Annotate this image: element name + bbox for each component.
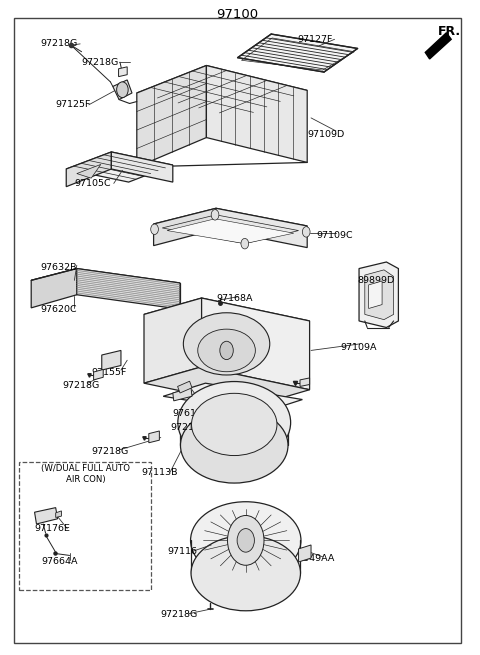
Polygon shape — [154, 208, 307, 242]
Polygon shape — [173, 388, 192, 401]
Polygon shape — [365, 270, 394, 320]
Polygon shape — [31, 269, 180, 295]
Polygon shape — [137, 66, 206, 167]
Text: 97105C: 97105C — [74, 179, 111, 188]
Text: 97176E: 97176E — [35, 524, 71, 533]
Polygon shape — [206, 66, 307, 162]
Ellipse shape — [180, 407, 288, 483]
Polygon shape — [35, 508, 58, 524]
Polygon shape — [144, 298, 310, 337]
Text: 97127F: 97127F — [298, 35, 333, 44]
Ellipse shape — [178, 381, 290, 464]
Polygon shape — [167, 219, 294, 244]
Polygon shape — [300, 378, 310, 386]
Text: 97125F: 97125F — [55, 100, 91, 109]
Text: 97100: 97100 — [216, 8, 259, 21]
Circle shape — [211, 210, 219, 220]
Polygon shape — [119, 67, 127, 77]
Text: 97218G: 97218G — [62, 381, 100, 390]
Circle shape — [220, 341, 233, 360]
Polygon shape — [202, 298, 310, 390]
Polygon shape — [77, 269, 180, 309]
Polygon shape — [56, 511, 61, 517]
Ellipse shape — [192, 393, 277, 456]
Ellipse shape — [191, 502, 301, 579]
Polygon shape — [299, 545, 311, 562]
Circle shape — [237, 529, 254, 552]
Polygon shape — [77, 164, 101, 178]
Circle shape — [302, 227, 310, 237]
Ellipse shape — [183, 313, 270, 375]
Text: 89899D: 89899D — [358, 276, 395, 285]
Text: 97612A: 97612A — [173, 409, 209, 419]
Polygon shape — [238, 34, 358, 72]
Polygon shape — [111, 152, 173, 182]
Polygon shape — [102, 350, 121, 370]
Polygon shape — [66, 152, 111, 187]
Text: 97113B: 97113B — [142, 468, 178, 477]
Text: 97664A: 97664A — [42, 557, 78, 567]
Text: 97218G: 97218G — [91, 447, 129, 457]
Circle shape — [228, 515, 264, 565]
Bar — [19, 462, 151, 590]
Polygon shape — [216, 208, 307, 248]
Polygon shape — [137, 66, 307, 118]
Polygon shape — [149, 431, 159, 443]
Polygon shape — [154, 208, 216, 246]
Text: 97218G: 97218G — [41, 39, 78, 48]
Polygon shape — [163, 383, 302, 413]
Ellipse shape — [191, 536, 300, 610]
Polygon shape — [425, 33, 451, 59]
Text: 97218G: 97218G — [82, 58, 119, 67]
Text: 1349AA: 1349AA — [298, 553, 335, 563]
Polygon shape — [369, 281, 382, 309]
Text: (W/DUAL FULL AUTO: (W/DUAL FULL AUTO — [41, 464, 130, 473]
Circle shape — [151, 224, 158, 234]
Polygon shape — [113, 80, 132, 100]
Text: 97218G: 97218G — [161, 610, 198, 619]
Polygon shape — [359, 262, 398, 328]
Circle shape — [117, 82, 128, 98]
Text: 97116: 97116 — [167, 547, 197, 556]
Text: 97218G: 97218G — [170, 422, 208, 432]
Polygon shape — [144, 367, 310, 406]
Text: 97109C: 97109C — [317, 231, 353, 240]
Polygon shape — [66, 152, 173, 182]
Text: 97632B: 97632B — [41, 263, 77, 272]
Polygon shape — [144, 298, 202, 383]
Polygon shape — [94, 369, 103, 380]
Text: 97109A: 97109A — [341, 343, 377, 352]
Polygon shape — [31, 269, 77, 308]
Polygon shape — [178, 381, 192, 393]
Circle shape — [241, 238, 249, 249]
Ellipse shape — [198, 329, 255, 372]
Text: 97155F: 97155F — [91, 367, 127, 377]
Text: FR.: FR. — [438, 25, 461, 38]
Text: 97168A: 97168A — [216, 294, 252, 303]
Text: 97620C: 97620C — [41, 305, 77, 314]
Text: AIR CON): AIR CON) — [66, 475, 105, 484]
Text: 97109D: 97109D — [307, 130, 345, 139]
